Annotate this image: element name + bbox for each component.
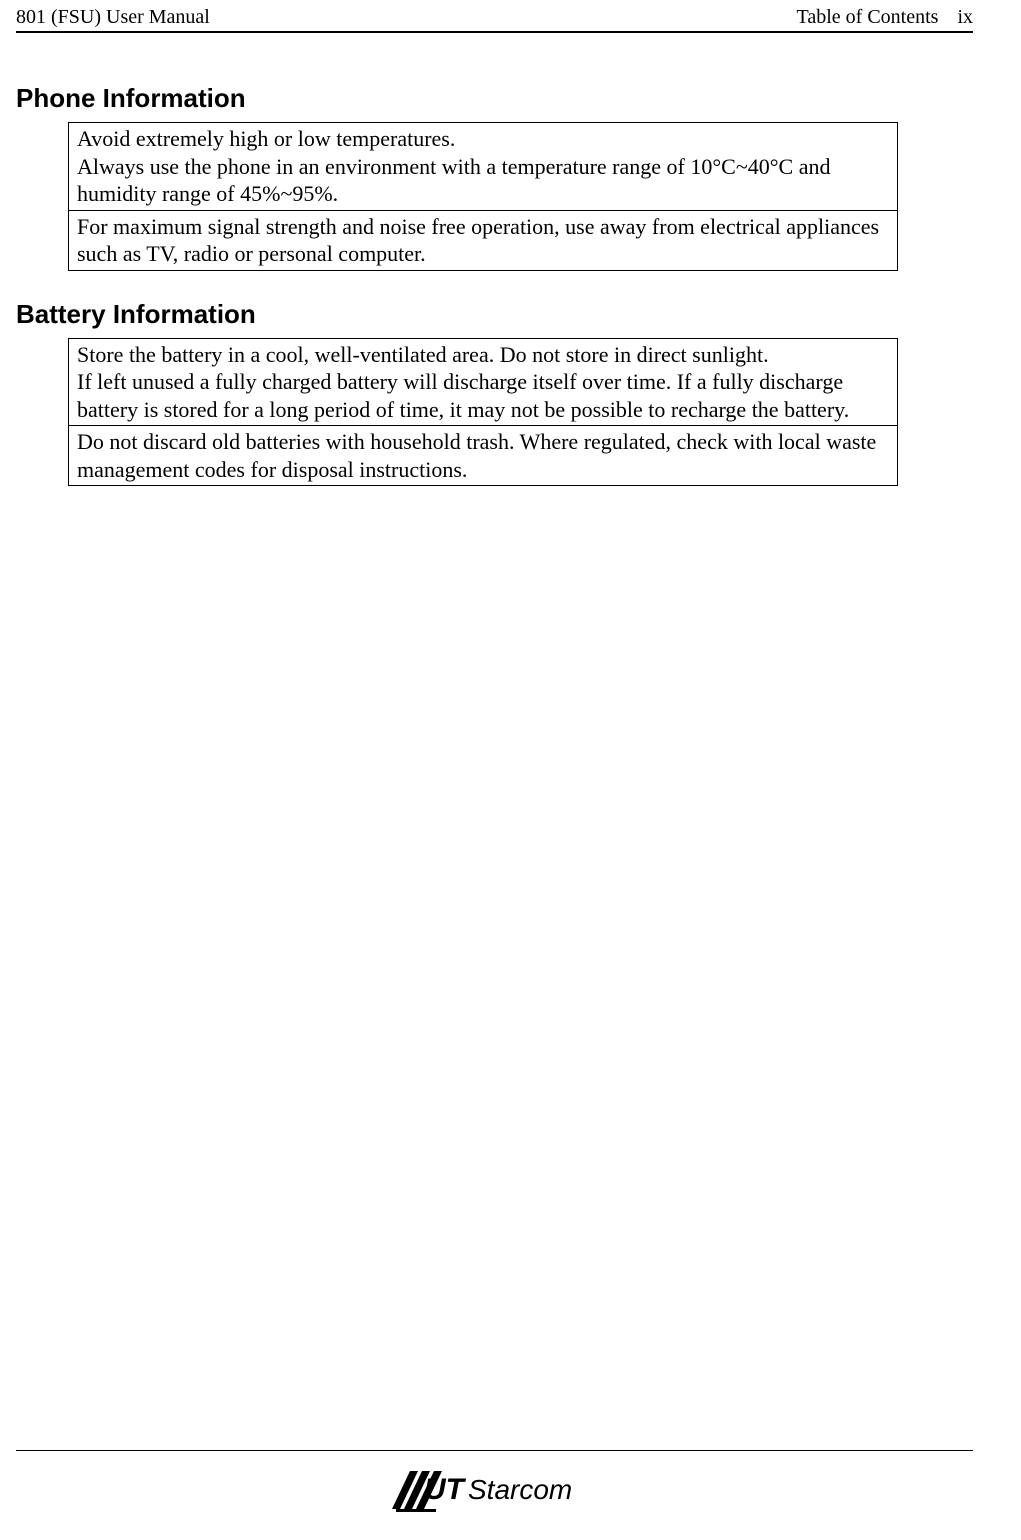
page: 801 (FSU) User Manual Table of Contents … xyxy=(0,0,1021,1540)
footer-logo: UT Starcom xyxy=(16,1465,973,1522)
header-page-number: ix xyxy=(957,6,973,28)
phone-info-heading: Phone Information xyxy=(16,83,973,114)
table-row: For maximum signal strength and noise fr… xyxy=(69,210,898,270)
table-row: Store the battery in a cool, well-ventil… xyxy=(69,338,898,426)
table-row: Avoid extremely high or low temperatures… xyxy=(69,123,898,211)
utstarcom-logo-icon: UT Starcom xyxy=(390,1465,600,1517)
battery-info-table: Store the battery in a cool, well-ventil… xyxy=(68,338,898,487)
battery-info-cell-1: Store the battery in a cool, well-ventil… xyxy=(69,338,898,426)
battery-info-heading: Battery Information xyxy=(16,299,973,330)
header-doc-title: 801 (FSU) User Manual xyxy=(16,6,210,29)
text-line: If left unused a fully charged battery w… xyxy=(77,368,889,423)
phone-info-cell-1: Avoid extremely high or low temperatures… xyxy=(69,123,898,211)
table-row: Do not discard old batteries with househ… xyxy=(69,426,898,486)
page-header: 801 (FSU) User Manual Table of Contents … xyxy=(16,0,973,33)
text-line: For maximum signal strength and noise fr… xyxy=(77,213,889,268)
header-section-name: Table of Contents xyxy=(797,6,939,28)
footer-rule xyxy=(16,1450,973,1451)
header-right-group: Table of Contents ix xyxy=(797,6,973,29)
text-line: Avoid extremely high or low temperatures… xyxy=(77,125,889,153)
page-footer: UT Starcom xyxy=(0,1450,1021,1540)
content-area: Phone Information Avoid extremely high o… xyxy=(0,33,1021,486)
battery-info-cell-2: Do not discard old batteries with househ… xyxy=(69,426,898,486)
phone-info-cell-2: For maximum signal strength and noise fr… xyxy=(69,210,898,270)
text-line: Do not discard old batteries with househ… xyxy=(77,428,889,483)
logo-ut-text: UT xyxy=(424,1473,467,1506)
logo-starcom-text: Starcom xyxy=(468,1474,572,1505)
text-line: Always use the phone in an environment w… xyxy=(77,153,889,208)
phone-info-table: Avoid extremely high or low temperatures… xyxy=(68,122,898,271)
text-line: Store the battery in a cool, well-ventil… xyxy=(77,341,889,369)
